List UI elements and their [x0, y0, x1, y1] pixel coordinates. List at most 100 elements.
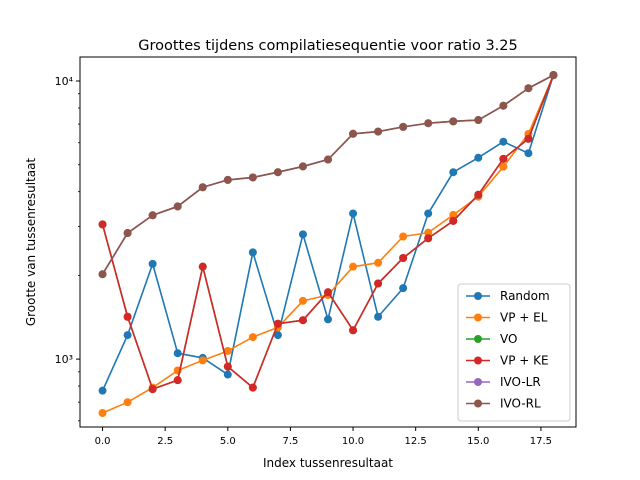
data-point — [524, 84, 533, 93]
data-point — [374, 279, 383, 288]
data-point — [173, 376, 182, 385]
data-point — [374, 258, 383, 267]
plot-frame — [79, 56, 577, 428]
data-point — [449, 168, 458, 177]
data-point — [324, 288, 332, 297]
data-point — [349, 326, 358, 335]
data-point — [524, 134, 533, 143]
data-point — [424, 119, 433, 128]
series-5 — [98, 71, 558, 279]
data-point — [449, 216, 458, 225]
data-point — [474, 116, 483, 125]
legend-item: VO — [466, 332, 517, 346]
data-point — [324, 315, 332, 324]
legend-item: IVO-LR — [466, 375, 541, 389]
data-point — [474, 153, 483, 162]
data-point — [549, 71, 558, 80]
data-point — [223, 346, 232, 355]
series-3 — [98, 71, 558, 394]
data-point — [273, 319, 282, 328]
legend-item: VP + KE — [466, 354, 549, 368]
legend-item: VP + EL — [466, 311, 548, 325]
data-point — [123, 331, 132, 340]
legend-label: VP + KE — [500, 354, 549, 368]
data-point — [298, 230, 307, 239]
legend-marker — [474, 378, 482, 386]
data-point — [248, 383, 257, 392]
data-point — [349, 262, 358, 271]
series-0 — [98, 71, 558, 395]
data-point — [98, 270, 107, 279]
data-point — [424, 209, 433, 218]
data-point — [123, 229, 132, 238]
data-point — [499, 154, 508, 163]
data-point — [198, 356, 207, 365]
data-point — [148, 385, 157, 394]
legend-label: Random — [500, 289, 550, 303]
data-point — [349, 209, 358, 218]
data-point — [499, 137, 508, 146]
data-point — [98, 220, 107, 229]
x-tick-label: 15.0 — [467, 436, 489, 447]
data-point — [349, 129, 358, 138]
legend-marker — [474, 335, 482, 343]
legend-marker — [474, 292, 482, 300]
y-tick-label: 10³ — [55, 353, 73, 366]
x-axis-label: Index tussenresultaat — [263, 456, 393, 470]
legend-label: IVO-RL — [500, 397, 541, 411]
legend-label: IVO-LR — [500, 375, 541, 389]
data-point — [248, 173, 257, 182]
data-point — [449, 117, 458, 126]
x-axis: 0.0 2.5 5.0 7.5 10.0 12.5 15.0 17.5 — [95, 427, 552, 447]
data-point — [173, 349, 182, 358]
data-point — [474, 190, 483, 199]
data-point — [399, 232, 408, 241]
data-point — [298, 162, 307, 171]
x-tick-label: 5.0 — [220, 436, 236, 447]
legend-item: Random — [466, 289, 550, 303]
data-point — [173, 202, 182, 211]
y-axis-label: Grootte van tussenresultaat — [24, 158, 38, 327]
data-point — [298, 316, 307, 325]
x-tick-label: 12.5 — [405, 436, 427, 447]
data-point — [499, 162, 508, 171]
data-point — [273, 331, 282, 340]
chart-title: Groottes tijdens compilatiesequentie voo… — [138, 38, 518, 54]
x-tick-label: 2.5 — [157, 436, 173, 447]
data-point — [524, 149, 533, 158]
data-point — [374, 127, 383, 136]
data-point — [148, 211, 157, 220]
legend-marker — [474, 399, 482, 408]
data-point — [324, 155, 332, 164]
legend-marker — [474, 313, 482, 322]
legend-label: VP + EL — [500, 311, 548, 325]
data-point — [98, 386, 107, 395]
data-point — [424, 234, 433, 243]
legend-label: VO — [500, 332, 517, 346]
data-point — [424, 228, 433, 237]
data-point — [449, 210, 458, 219]
x-tick-label: 7.5 — [282, 436, 298, 447]
data-point — [148, 259, 157, 268]
y-tick-label: 10⁴ — [55, 75, 74, 88]
data-point — [223, 370, 232, 379]
y-axis: 10³ 10⁴ — [55, 75, 80, 422]
data-point — [298, 296, 307, 305]
data-point — [399, 284, 408, 293]
x-tick-label: 17.5 — [530, 436, 552, 447]
data-point — [248, 333, 257, 342]
data-point — [499, 101, 508, 110]
data-point — [399, 253, 408, 262]
series-layer — [98, 71, 558, 418]
data-point — [223, 175, 232, 184]
data-point — [123, 398, 132, 407]
legend-marker — [474, 356, 482, 365]
legend-item: IVO-RL — [466, 397, 541, 411]
data-point — [399, 122, 408, 131]
data-point — [198, 262, 207, 271]
data-point — [223, 362, 232, 371]
data-point — [198, 183, 207, 192]
data-point — [273, 168, 282, 177]
legend: Random VP + EL VO VP + KE IVO-LR IVO-RL — [457, 283, 571, 422]
